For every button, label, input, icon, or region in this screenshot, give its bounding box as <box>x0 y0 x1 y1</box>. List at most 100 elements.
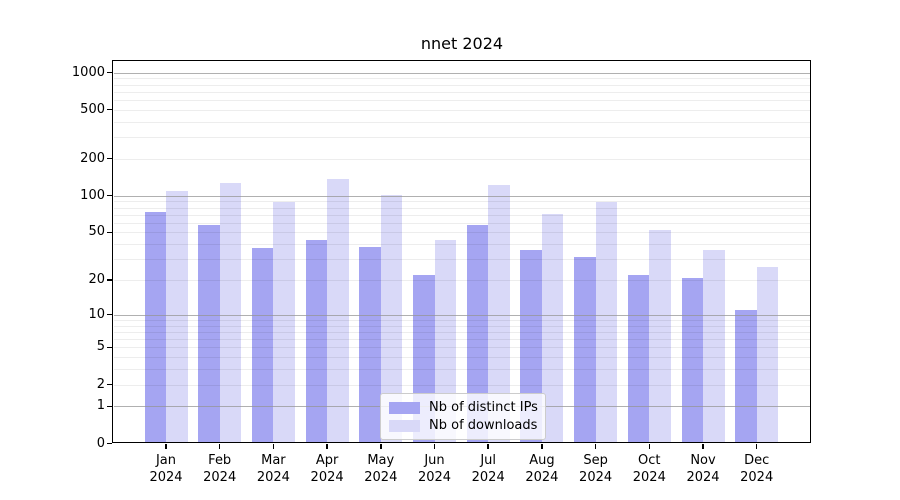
bar-downloads-nov <box>703 249 725 444</box>
bar-downloads-dec <box>756 266 779 444</box>
x-tick-label: Jun 2024 <box>403 452 467 486</box>
y-tick-label: 100 <box>80 187 105 203</box>
gridline-minor <box>114 244 811 246</box>
bar-downloads-oct <box>649 230 671 444</box>
x-tick-label: Mar 2024 <box>241 452 305 486</box>
y-tick <box>107 405 112 408</box>
x-tick-label-year: 2024 <box>740 470 774 485</box>
x-tick-label-year: 2024 <box>632 470 666 485</box>
bar-downloads-jun <box>434 240 456 444</box>
x-tick-label: Feb 2024 <box>188 452 252 486</box>
bar-distinct-ips-dec <box>735 310 757 444</box>
legend-label-distinct-ips: Nb of distinct IPs <box>429 400 538 415</box>
gridline-minor <box>114 331 811 333</box>
bar-distinct-ips-may <box>359 246 381 444</box>
y-tick <box>107 71 112 74</box>
x-tick-label: Oct 2024 <box>617 452 681 486</box>
y-tick <box>107 279 112 281</box>
x-tick <box>594 444 597 449</box>
gridline-minor <box>114 78 811 80</box>
gridline-major <box>114 195 811 197</box>
gridline-minor <box>114 84 811 86</box>
x-tick-label: Dec 2024 <box>725 452 789 486</box>
gridline-minor <box>114 222 811 224</box>
legend-row-distinct-ips: Nb of distinct IPs <box>389 400 538 415</box>
gridline-minor <box>114 369 811 371</box>
gridline-minor <box>114 91 811 93</box>
gridline-minor <box>114 158 811 160</box>
x-tick-label-month: Oct <box>638 453 661 468</box>
y-tick-label: 20 <box>88 272 105 287</box>
x-tick-label-month: Jun <box>424 453 445 468</box>
bar-downloads-may <box>380 194 403 444</box>
bar-downloads-sep <box>595 202 618 444</box>
y-tick-label: 5 <box>96 339 105 355</box>
y-tick-label: 1 <box>96 398 105 414</box>
x-tick-label: Apr 2024 <box>295 452 359 486</box>
y-tick <box>107 383 112 386</box>
y-tick-label: 0 <box>96 435 105 451</box>
x-tick-label: May 2024 <box>349 452 413 486</box>
x-tick <box>326 444 328 449</box>
y-tick <box>107 157 112 160</box>
chart-title: nnet 2024 <box>420 34 504 53</box>
x-tick-label: Nov 2024 <box>671 452 735 486</box>
legend-swatch-downloads <box>389 419 420 432</box>
bar-downloads-mar <box>273 201 295 444</box>
y-tick-label: 200 <box>80 150 105 166</box>
x-tick-label-month: Mar <box>261 453 286 468</box>
x-tick-label: Aug 2024 <box>510 452 574 486</box>
x-tick-label-month: Sep <box>583 453 608 468</box>
y-tick <box>107 442 112 445</box>
y-tick <box>107 313 112 316</box>
x-tick <box>272 444 275 449</box>
bar-distinct-ips-mar <box>251 248 274 444</box>
y-tick-label: 10 <box>88 306 105 322</box>
x-tick-label-year: 2024 <box>310 470 344 485</box>
x-tick <box>702 444 704 449</box>
x-tick-label-month: Dec <box>744 453 770 468</box>
x-tick-label-year: 2024 <box>525 470 559 485</box>
bar-distinct-ips-jul <box>466 225 489 444</box>
gridline-minor <box>114 109 811 111</box>
x-tick-label-month: Feb <box>208 453 232 468</box>
bar-distinct-ips-sep <box>574 257 596 444</box>
y-tick <box>107 346 112 349</box>
gridline-minor <box>114 214 811 216</box>
legend-row-downloads: Nb of downloads <box>389 418 537 433</box>
gridline-minor <box>114 232 811 234</box>
bar-distinct-ips-nov <box>681 277 703 444</box>
y-tick-label: 500 <box>80 101 105 117</box>
x-tick-label-year: 2024 <box>149 470 183 485</box>
x-tick-label-year: 2024 <box>364 470 398 485</box>
x-tick <box>165 444 167 449</box>
legend: Nb of distinct IPs Nb of downloads <box>380 393 546 440</box>
x-tick-label-year: 2024 <box>203 470 237 485</box>
gridline-minor <box>114 325 811 327</box>
gridline-minor <box>114 280 811 281</box>
x-tick <box>541 444 543 449</box>
x-tick <box>433 444 436 449</box>
gridline-minor <box>114 319 811 321</box>
bar-downloads-apr <box>327 178 349 444</box>
y-tick <box>107 108 112 111</box>
gridline-minor <box>114 259 811 261</box>
x-tick-label-year: 2024 <box>686 470 720 485</box>
x-tick-label-year: 2024 <box>256 470 290 485</box>
x-tick <box>487 444 489 449</box>
x-tick-label-month: May <box>367 453 395 468</box>
x-tick-label-month: Aug <box>529 453 555 468</box>
x-tick-label: Sep 2024 <box>564 452 628 486</box>
y-tick-label: 2 <box>96 376 105 392</box>
bar-downloads-feb <box>219 182 242 444</box>
gridline-major <box>114 72 811 74</box>
x-tick <box>218 444 221 449</box>
y-tick <box>107 231 112 234</box>
gridline-minor <box>114 347 811 349</box>
gridline-minor <box>114 121 811 123</box>
gridline-minor <box>114 201 811 203</box>
gridline-minor <box>114 357 811 359</box>
x-tick-label-year: 2024 <box>579 470 613 485</box>
bar-distinct-ips-apr <box>305 240 328 444</box>
